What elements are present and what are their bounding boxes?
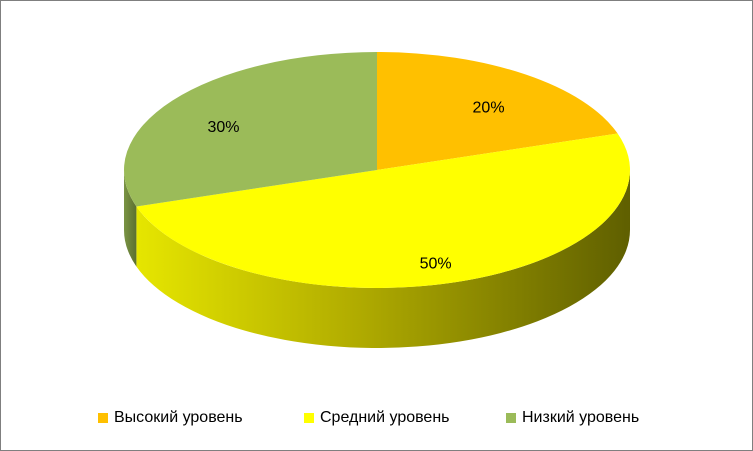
data-label: 20% xyxy=(473,100,505,117)
slice-side xyxy=(124,170,137,267)
legend-swatch xyxy=(304,413,314,423)
legend-swatch xyxy=(98,413,108,423)
slice xyxy=(377,52,618,170)
pie-sides xyxy=(124,170,631,349)
data-label: 50% xyxy=(420,255,452,272)
data-label: 30% xyxy=(207,119,239,136)
legend-label: Высокий уровень xyxy=(114,409,243,426)
slice xyxy=(123,52,377,207)
legend-label: Средний уровень xyxy=(320,409,450,426)
slice-side xyxy=(136,170,631,349)
legend-swatch xyxy=(506,413,516,423)
pie-tops xyxy=(123,52,631,288)
legend-label: Низкий уровень xyxy=(522,409,639,426)
slice xyxy=(136,133,631,288)
